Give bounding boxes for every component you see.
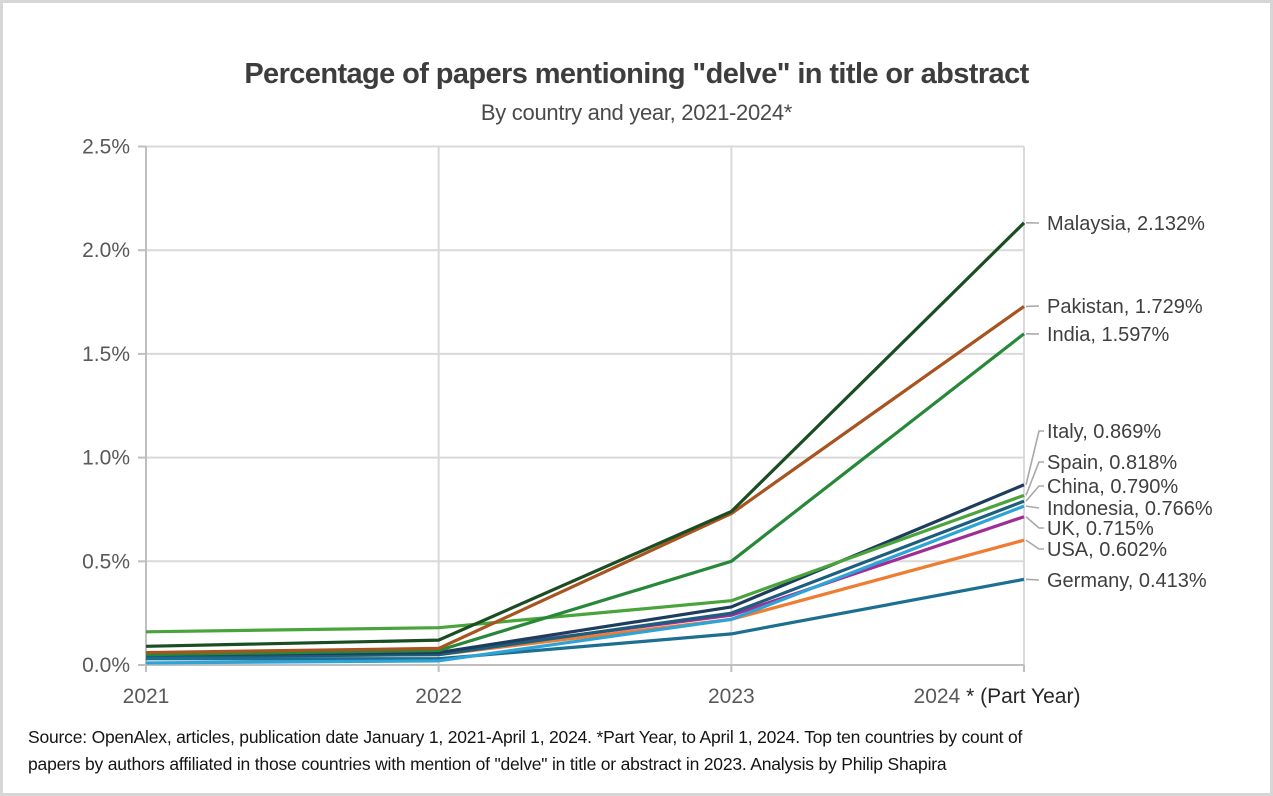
y-tick-label: 2.0% [82, 239, 130, 262]
x-tick-label: 2023 [708, 685, 755, 708]
series-label-china: China, 0.790% [1047, 476, 1178, 498]
series-label-pakistan: Pakistan, 1.729% [1047, 296, 1203, 318]
series-label-spain: Spain, 0.818% [1047, 452, 1177, 474]
series-label-indonesia: Indonesia, 0.766% [1047, 498, 1213, 520]
leader-line-indonesia [1025, 505, 1040, 509]
x-tick-label: 2024 * (Part Year) [914, 685, 1081, 708]
y-tick-label: 2.5% [82, 136, 130, 159]
line-chart: 0.0% 0.5% 1.0% 1.5% 2.0% 2.5% 2021 2022 2023 2024… [82, 136, 1213, 709]
series-label-italy: Italy, 0.869% [1047, 421, 1161, 443]
y-tick-label: 1.0% [82, 447, 130, 470]
series-label-germany: Germany, 0.413% [1047, 570, 1207, 592]
y-tick-label: 0.5% [82, 550, 130, 573]
leader-line-germany [1025, 578, 1040, 581]
leader-line-china [1025, 485, 1044, 502]
series-label-india: India, 1.597% [1047, 324, 1170, 346]
y-tick-label: 0.0% [82, 654, 130, 677]
series-line-pakistan [145, 305, 1025, 655]
series-line-germany [146, 577, 1025, 661]
source-note-line2: papers by authors affiliated in those co… [28, 753, 947, 774]
leader-line-usa [1025, 539, 1044, 550]
leader-line-uk [1025, 516, 1044, 529]
x-tick-label: 2021 [123, 685, 170, 708]
source-note: Source: OpenAlex, articles, publication … [28, 724, 1168, 777]
x-tick-label: 2022 [415, 685, 462, 708]
series-line-spain [145, 493, 1025, 634]
leader-line-italy [1025, 430, 1044, 485]
leader-line-spain [1025, 461, 1044, 496]
series-line-malaysia [145, 221, 1026, 648]
series-line-india [145, 332, 1025, 657]
series-line-indonesia [145, 504, 1025, 665]
chart-title: Percentage of papers mentioning "delve" … [244, 58, 1029, 90]
series-label-malaysia: Malaysia, 2.132% [1047, 213, 1205, 235]
y-tick-label: 1.5% [82, 343, 130, 366]
source-note-line1: Source: OpenAlex, articles, publication … [28, 727, 1023, 747]
series-label-usa: USA, 0.602% [1047, 539, 1167, 561]
chart-subtitle: By country and year, 2021-2024* [480, 100, 793, 125]
series-label-uk: UK, 0.715% [1047, 518, 1154, 540]
series-line-china [145, 499, 1025, 659]
